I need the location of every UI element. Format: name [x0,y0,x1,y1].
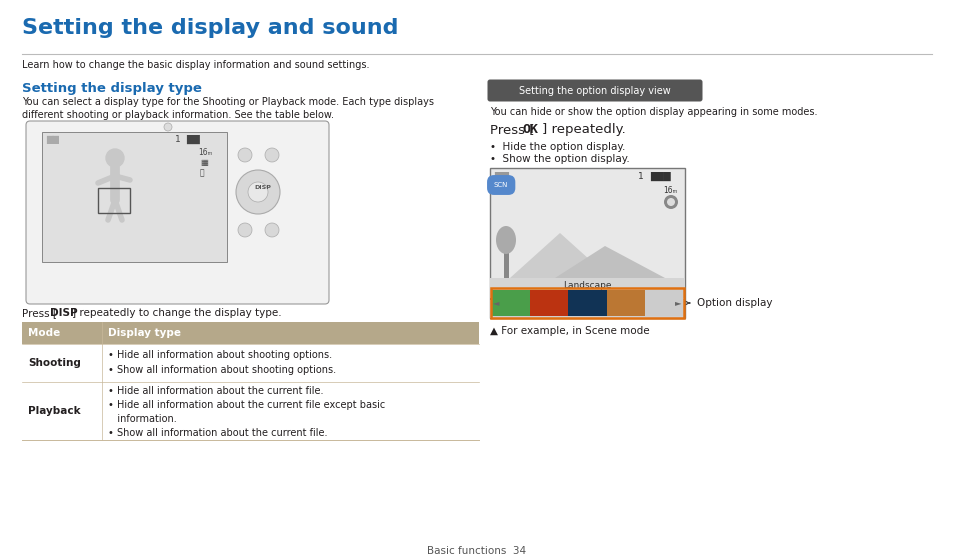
Bar [490,300,684,318]
Text: Display type: Display type [108,328,181,338]
Text: SCN: SCN [494,182,508,188]
Text: DISP: DISP [253,185,271,190]
Text: ◄: ◄ [493,299,499,307]
Bar [22,322,478,344]
FancyBboxPatch shape [26,121,329,304]
Text: • Hide all information about the current file.
• Hide all information about the : • Hide all information about the current… [108,386,385,438]
Text: ███: ███ [649,172,670,181]
Bar [491,288,683,318]
Text: 1: 1 [638,172,643,181]
Circle shape [265,223,278,237]
Text: Setting the display and sound: Setting the display and sound [22,18,398,38]
FancyBboxPatch shape [487,80,701,101]
Text: Playback: Playback [28,406,81,416]
Text: Mode: Mode [28,328,60,338]
Bar [503,250,509,278]
Bar [22,344,478,382]
Bar [568,290,606,316]
Text: Setting the option display view: Setting the option display view [518,86,670,95]
Text: 16ₘ: 16ₘ [662,186,677,195]
Text: ██: ██ [494,172,509,182]
Text: Shooting: Shooting [28,358,81,368]
Circle shape [235,170,280,214]
Text: • Hide all information about shooting options.
• Show all information about shoo: • Hide all information about shooting op… [108,350,335,375]
Text: OK: OK [521,123,537,136]
Circle shape [237,223,252,237]
Text: You can hide or show the option display appearing in some modes.: You can hide or show the option display … [490,107,817,117]
Text: Press [: Press [ [490,123,534,136]
Text: Setting the display type: Setting the display type [22,82,202,95]
Text: 16ₘ: 16ₘ [198,148,212,157]
Bar [22,382,478,440]
Polygon shape [555,246,664,278]
Text: ] repeatedly.: ] repeatedly. [541,123,625,136]
Polygon shape [510,233,609,278]
Bar [492,290,530,316]
Text: DISP: DISP [50,308,77,318]
Bar [530,290,568,316]
Circle shape [106,149,124,167]
Text: Basic functions  34: Basic functions 34 [427,546,526,556]
Text: 1: 1 [174,135,180,144]
Circle shape [265,148,278,162]
Bar [490,168,684,318]
Text: You can select a display type for the Shooting or Playback mode. Each type displ: You can select a display type for the Sh… [22,97,434,120]
Circle shape [248,182,268,202]
Text: •  Show the option display.: • Show the option display. [490,154,629,164]
Bar [644,290,682,316]
Circle shape [237,148,252,162]
Circle shape [164,123,172,131]
Text: ▲ For example, in Scene mode: ▲ For example, in Scene mode [490,326,649,336]
Bar [606,290,644,316]
Bar [98,188,130,213]
Circle shape [663,195,678,209]
Text: Panel off: Panel off [512,305,548,314]
Text: Learn how to change the basic display information and sound settings.: Learn how to change the basic display in… [22,60,369,70]
Circle shape [666,198,675,206]
Text: ⓕ: ⓕ [200,168,204,177]
Ellipse shape [496,226,516,254]
Text: Press [: Press [ [22,308,57,318]
Text: OK: OK [495,305,505,314]
Text: ] repeatedly to change the display type.: ] repeatedly to change the display type. [71,308,281,318]
Text: Landscape: Landscape [562,281,611,290]
Text: •  Hide the option display.: • Hide the option display. [490,142,625,152]
Text: ██: ██ [46,135,59,144]
Text: Option display: Option display [697,298,772,308]
Text: ▦: ▦ [200,158,208,167]
Bar [42,132,227,262]
Bar [490,278,684,298]
Text: ██: ██ [186,135,199,144]
Text: ►: ► [675,299,680,307]
